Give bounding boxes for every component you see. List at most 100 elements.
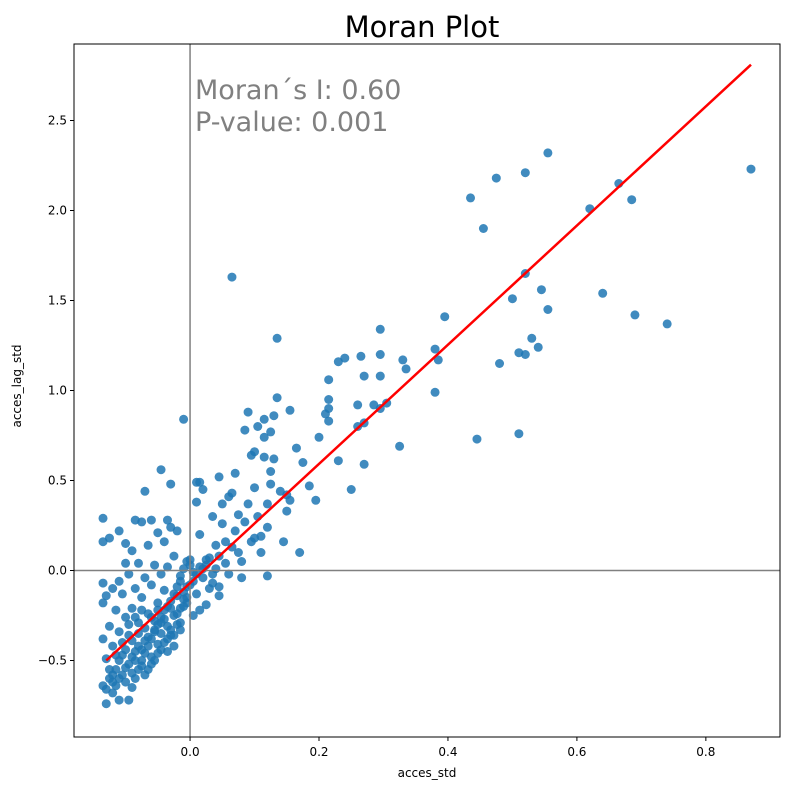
data-point-131 xyxy=(179,414,189,424)
data-point-257 xyxy=(130,612,140,622)
y-tick-label-2: 0.5 xyxy=(48,474,67,488)
data-point-29 xyxy=(395,441,405,451)
x-tick-label-4: 0.8 xyxy=(696,745,715,759)
data-point-19 xyxy=(491,173,501,183)
data-point-3 xyxy=(627,195,637,205)
data-point-236 xyxy=(156,629,166,638)
data-point-20 xyxy=(478,224,488,233)
data-point-55 xyxy=(295,548,305,557)
data-point-206 xyxy=(130,674,140,683)
data-point-100 xyxy=(221,537,231,547)
data-point-182 xyxy=(114,576,124,586)
data-point-24 xyxy=(433,355,443,365)
data-point-25 xyxy=(430,344,440,354)
data-point-156 xyxy=(146,515,156,525)
data-point-112 xyxy=(204,584,214,593)
data-point-57 xyxy=(285,405,295,415)
data-point-86 xyxy=(243,499,253,509)
data-point-178 xyxy=(121,612,131,622)
data-point-36 xyxy=(359,371,369,381)
data-point-125 xyxy=(188,611,198,620)
data-point-227 xyxy=(208,569,218,579)
data-point-146 xyxy=(159,537,169,547)
regression-line xyxy=(105,63,752,662)
data-point-94 xyxy=(230,526,240,536)
data-point-74 xyxy=(259,432,269,442)
data-point-42 xyxy=(346,485,356,494)
data-point-1 xyxy=(662,319,672,329)
data-point-46 xyxy=(324,375,334,385)
data-point-71 xyxy=(262,522,272,532)
data-point-249 xyxy=(159,614,169,624)
data-point-99 xyxy=(224,569,234,579)
data-point-31 xyxy=(375,324,385,334)
y-tick-label-3: 1.0 xyxy=(48,384,67,398)
data-point-78 xyxy=(253,422,263,431)
data-point-35 xyxy=(369,400,379,410)
data-point-267 xyxy=(114,674,124,683)
data-point-121 xyxy=(192,477,201,487)
data-point-161 xyxy=(140,486,150,496)
data-point-89 xyxy=(237,557,247,566)
data-point-265 xyxy=(101,684,111,694)
data-point-193 xyxy=(101,591,111,601)
data-point-38 xyxy=(359,459,369,469)
data-point-173 xyxy=(127,603,137,613)
data-point-64 xyxy=(272,393,282,403)
data-point-18 xyxy=(495,359,505,368)
data-point-122 xyxy=(192,497,201,507)
data-point-172 xyxy=(127,546,137,556)
x-tick-label-2: 0.4 xyxy=(438,745,457,759)
y-tick-label-4: 1.5 xyxy=(48,294,67,308)
data-point-154 xyxy=(150,560,160,570)
data-point-273 xyxy=(153,648,163,658)
data-point-165 xyxy=(137,593,147,602)
chart-title: Moran Plot xyxy=(345,10,500,44)
y-tick-label-1: 0.0 xyxy=(48,564,67,578)
data-point-15 xyxy=(514,348,524,358)
data-point-102 xyxy=(217,519,227,529)
data-point-87 xyxy=(240,425,250,435)
data-point-56 xyxy=(291,443,301,453)
data-point-198 xyxy=(98,578,108,588)
data-point-208 xyxy=(137,656,147,665)
x-tick-label-1: 0.2 xyxy=(309,745,328,759)
data-point-50 xyxy=(320,409,330,419)
data-point-63 xyxy=(272,333,282,343)
x-tick-label-3: 0.6 xyxy=(567,745,586,759)
data-point-62 xyxy=(275,486,285,496)
data-point-12 xyxy=(520,168,530,178)
data-point-175 xyxy=(124,569,134,579)
data-point-207 xyxy=(133,665,143,674)
data-point-270 xyxy=(133,641,143,651)
data-point-67 xyxy=(266,427,276,437)
data-point-16 xyxy=(514,429,524,439)
data-point-183 xyxy=(114,627,124,637)
data-point-10 xyxy=(533,342,543,352)
data-point-85 xyxy=(243,407,253,417)
data-point-147 xyxy=(159,585,169,595)
data-point-196 xyxy=(98,513,108,523)
data-point-32 xyxy=(375,350,385,359)
x-tick-label-0: 0.0 xyxy=(181,745,200,759)
morans-i-annotation: Moran´s I: 0.60 xyxy=(195,75,401,106)
data-point-91 xyxy=(233,510,243,520)
data-point-106 xyxy=(214,591,224,601)
data-point-276 xyxy=(172,620,182,629)
data-point-269 xyxy=(127,652,137,662)
data-point-240 xyxy=(182,593,192,602)
data-point-39 xyxy=(356,351,366,361)
data-point-256 xyxy=(124,620,134,629)
data-point-98 xyxy=(224,492,234,502)
data-point-69 xyxy=(266,479,276,489)
data-point-77 xyxy=(256,548,266,557)
data-point-180 xyxy=(117,589,127,599)
data-point-84 xyxy=(246,537,256,547)
data-point-54 xyxy=(298,458,308,467)
data-point-162 xyxy=(140,573,150,583)
data-point-73 xyxy=(259,452,269,462)
scatter-points xyxy=(98,148,756,709)
data-point-104 xyxy=(214,472,224,482)
